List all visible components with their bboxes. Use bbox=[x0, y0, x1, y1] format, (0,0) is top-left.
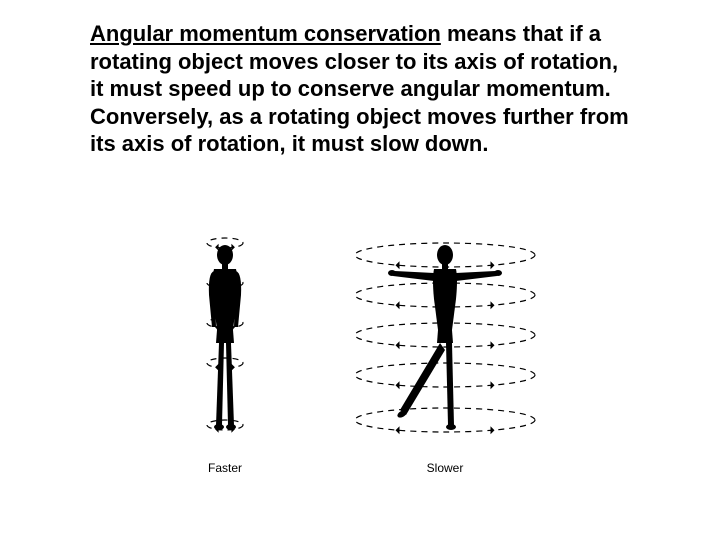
caption-faster: Faster bbox=[208, 461, 242, 475]
caption-slower: Slower bbox=[427, 461, 464, 475]
faster-illustration bbox=[170, 225, 280, 455]
figure-faster: Faster bbox=[170, 225, 280, 475]
figures-row: Faster bbox=[0, 225, 720, 475]
underlined-term: Angular momentum conservation bbox=[90, 21, 441, 46]
body-paragraph: Angular momentum conservation means that… bbox=[90, 20, 630, 158]
slide: Angular momentum conservation means that… bbox=[0, 0, 720, 540]
figure-slower: Slower bbox=[340, 225, 550, 475]
slower-illustration bbox=[340, 225, 550, 455]
